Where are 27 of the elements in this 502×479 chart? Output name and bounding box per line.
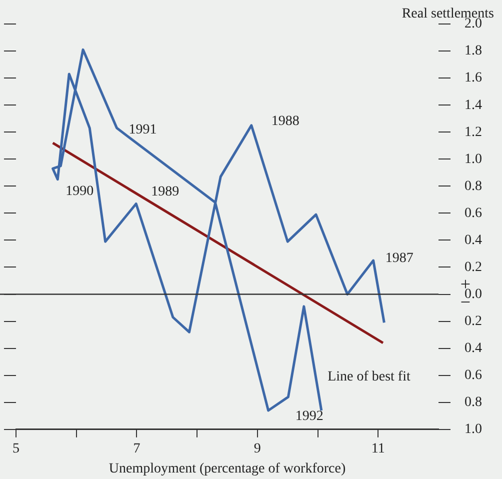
annotation: 1990: [66, 184, 94, 200]
y-tick-label: 1.4: [464, 98, 482, 113]
y-tick-label: 0.2: [464, 260, 482, 275]
y-tick-label: 0.6: [464, 368, 482, 384]
annotation: 1992: [295, 409, 324, 424]
x-tick-label: 11: [371, 441, 385, 456]
y-tick-label: 1.8: [464, 44, 482, 59]
x-axis-title: Unemployment (percentage of workforce): [108, 461, 346, 476]
annotation: 1991: [128, 122, 157, 138]
annotation: 1989: [151, 184, 180, 200]
y-tick-label: 1.6: [464, 70, 482, 86]
y-tick-label: 0.0: [464, 286, 482, 302]
y-tick-label: 0.2: [464, 314, 482, 329]
y-tick-label: 0.8: [464, 395, 482, 410]
annotation: Line of best fit: [328, 370, 410, 385]
y-tick-label: 1.2: [464, 124, 482, 140]
y-tick-label: 0.8: [464, 178, 482, 194]
y-tick-label: 1.0: [464, 422, 482, 438]
x-tick-label: 7: [133, 441, 140, 456]
annotation: 1988: [271, 114, 300, 130]
y-tick-label: 1.0: [464, 152, 482, 167]
y-tick-label: 0.4: [464, 232, 482, 248]
x-tick-label: 5: [12, 441, 20, 456]
annotation: 1987: [385, 251, 414, 266]
y-tick-label: 0.6: [464, 206, 482, 221]
x-tick-label: 9: [254, 441, 261, 456]
y-tick-label: 0.4: [464, 340, 482, 356]
